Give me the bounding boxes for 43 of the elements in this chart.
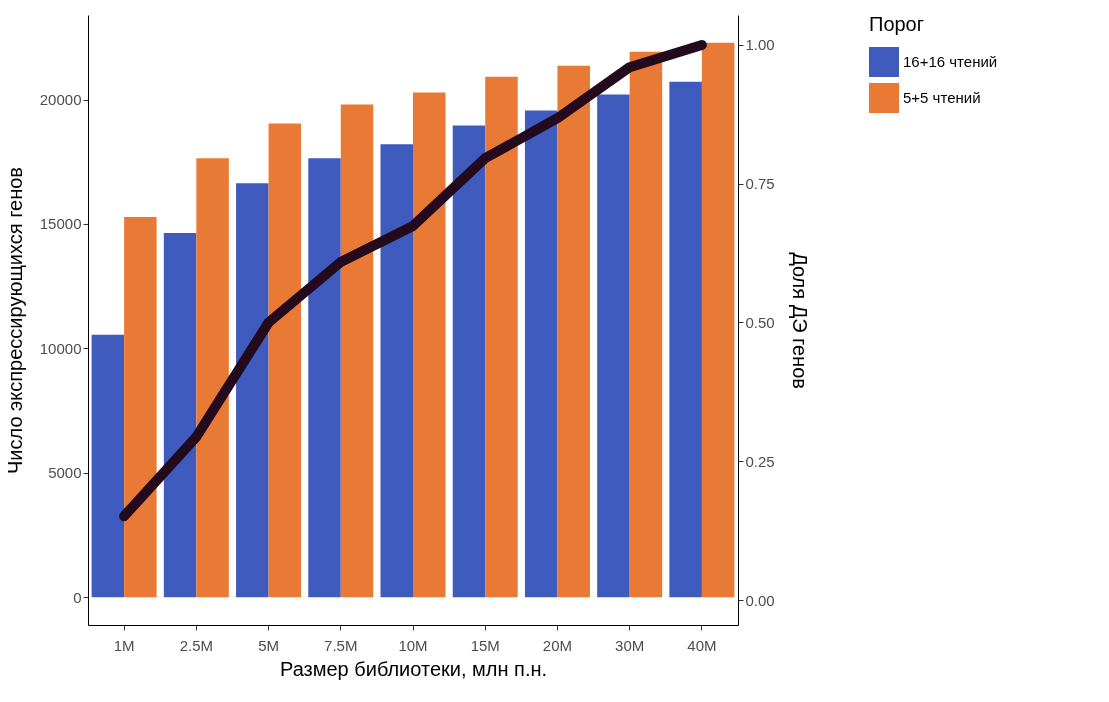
legend-title: Порог (869, 13, 925, 35)
y2-tick-label: 0.50 (745, 314, 775, 331)
x-tick-label: 7.5M (324, 636, 358, 654)
legend-label: 5+5 чтений (903, 89, 981, 106)
x-tick-label: 1M (113, 636, 135, 654)
x-tick-label: 10M (398, 636, 428, 654)
bar (236, 183, 269, 598)
x-tick-label: 15M (470, 636, 500, 654)
bar (524, 110, 558, 598)
y-tick-label: 0 (73, 588, 82, 606)
x-axis-title: Размер библиотеки, млн п.н. (279, 657, 548, 680)
x-tick-label: 5M (258, 636, 279, 654)
x-tick-label: 30M (615, 636, 645, 654)
y2-tick-label: 0.75 (745, 175, 775, 193)
bar (452, 125, 486, 598)
x-tick-label: 40M (687, 636, 717, 654)
x-tick-label: 2.5M (179, 636, 214, 654)
bar (413, 92, 446, 598)
bar (701, 42, 735, 598)
y-axis-title: Число экспрессирующихся генов (3, 167, 26, 474)
y2-tick-label: 0.00 (745, 591, 775, 609)
y-tick-label: 10000 (39, 339, 82, 357)
bar (340, 104, 374, 598)
bar (308, 158, 341, 598)
bar (629, 51, 663, 598)
bar (91, 334, 125, 598)
bar (196, 158, 229, 598)
bar (163, 232, 197, 598)
bar (669, 81, 702, 598)
bar (485, 76, 518, 598)
bar (380, 144, 413, 598)
bar (268, 123, 302, 598)
y-tick-label: 5000 (48, 464, 82, 482)
bar (124, 217, 157, 598)
y2-tick-label: 0.25 (745, 452, 775, 470)
bar (557, 65, 590, 598)
y2-tick-label: 1.00 (745, 36, 775, 54)
x-tick-label: 20M (542, 636, 573, 654)
y-tick-label: 15000 (39, 215, 82, 233)
y-tick-label: 20000 (39, 91, 82, 109)
bar (597, 94, 630, 598)
y2-axis-title: Доля ДЭ генов (788, 252, 811, 389)
legend-label: 16+16 чтений (903, 53, 998, 70)
